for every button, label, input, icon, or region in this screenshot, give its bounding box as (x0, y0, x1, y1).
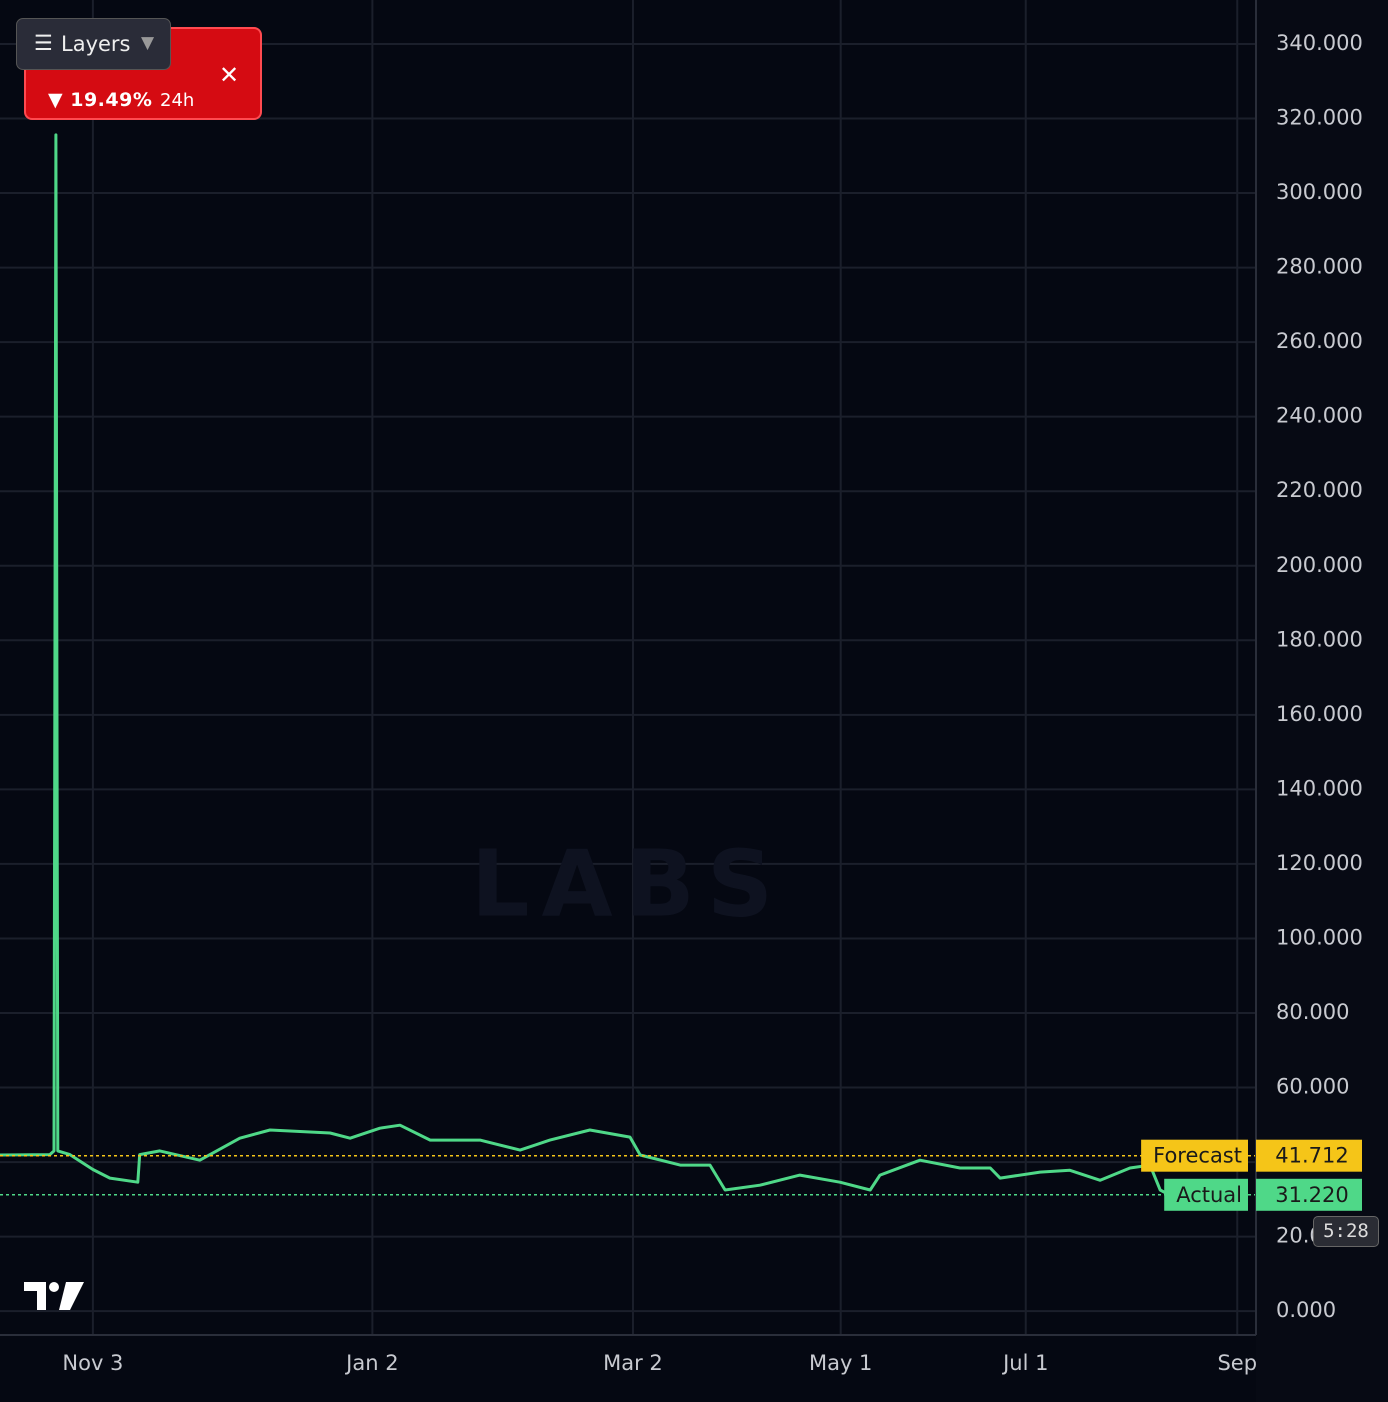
y-tick-label: 60.000 (1276, 1075, 1349, 1099)
y-tick-label: 320.000 (1276, 106, 1363, 130)
y-tick-label: 180.000 (1276, 627, 1363, 651)
tv-logo (24, 1282, 84, 1310)
close-button[interactable]: ✕ (219, 61, 240, 89)
dropdown-arrow: ▼ (141, 33, 155, 53)
period: 24h (160, 90, 195, 111)
watermark: LABS (471, 830, 785, 937)
reference-value-box (1256, 1139, 1362, 1172)
y-tick-label: 200.000 (1276, 553, 1363, 577)
y-tick-label: 80.000 (1276, 1000, 1349, 1024)
layers-label: Layers (61, 32, 131, 56)
reference-value: 41.712 (1275, 1144, 1348, 1168)
reference-value: 31.220 (1275, 1183, 1348, 1207)
price-line (0, 133, 1171, 1197)
countdown: 5:28 (1313, 1216, 1379, 1247)
reference-value-box (1256, 1178, 1362, 1211)
reference-name: Actual (1176, 1183, 1242, 1207)
x-tick-label: Nov 3 (62, 1351, 123, 1375)
y-tick-label: 120.000 (1276, 851, 1363, 875)
y-tick-label: 340.000 (1276, 31, 1363, 55)
y-tick-label: 300.000 (1276, 180, 1363, 204)
change-value: 19.49% (70, 89, 153, 111)
x-tick-label: Sep (1217, 1351, 1257, 1375)
y-tick-label: 160.000 (1276, 702, 1363, 726)
layers-button[interactable]: ☰ Layers ▼ (16, 18, 171, 70)
x-tick-label: Mar 2 (603, 1351, 663, 1375)
menu-icon: ☰ (34, 31, 53, 55)
y-tick-label: 220.000 (1276, 478, 1363, 502)
reference-name-box (1164, 1178, 1248, 1211)
x-tick-label: Jul 1 (1001, 1351, 1048, 1375)
y-tick-label: 280.000 (1276, 255, 1363, 279)
x-tick-label: May 1 (809, 1351, 872, 1375)
reference-name-box (1141, 1139, 1248, 1172)
y-tick-label: 0.000 (1276, 1298, 1336, 1322)
y-tick-label: 240.000 (1276, 404, 1363, 428)
y-tick-label: 140.000 (1276, 776, 1363, 800)
change: ▼ 19.49% (48, 89, 153, 111)
y-tick-label: 260.000 (1276, 329, 1363, 353)
x-tick-label: Jan 2 (344, 1351, 398, 1375)
reference-name: Forecast (1153, 1144, 1242, 1168)
y-tick-label: 100.000 (1276, 925, 1363, 949)
